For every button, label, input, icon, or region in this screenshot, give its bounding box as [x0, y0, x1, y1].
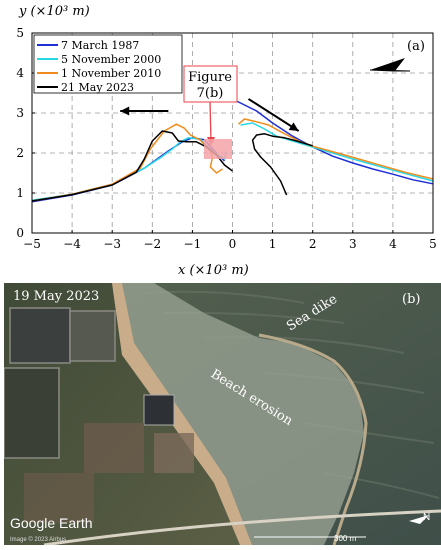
- y-tick-label: 0: [16, 226, 24, 240]
- arrow-group: [120, 98, 300, 132]
- x-tick-label: −2: [143, 237, 161, 251]
- y-tick-label: 2: [16, 146, 24, 160]
- google-earth-watermark: Google Earth: [10, 515, 93, 531]
- building-cluster-2: [84, 423, 144, 473]
- x-tick-label: 5: [429, 237, 437, 251]
- beach-sand-strip: [112, 283, 252, 545]
- shoreline-chart: −5 −4 −3 −2 −1 0 1 2 3 4 5 0 1 2 3 4 5 y (×10³ m) x (×10…: [16, 4, 436, 278]
- photo-date-label: 19 May 2023: [13, 289, 99, 304]
- y-axis-label: y (×10³ m): [18, 4, 90, 19]
- tick-group: −5 −4 −3 −2 −1 0 1 2 3 4 5 0 1 2 3 4 5: [16, 26, 436, 251]
- x-tick-label: −1: [184, 237, 202, 251]
- compass-arrow: [370, 58, 405, 71]
- compass-arrow-white: [369, 69, 411, 72]
- building-cluster-4: [24, 473, 94, 523]
- series-line-1-segment-1: [240, 122, 434, 182]
- scale-bar-label: 300 m: [334, 534, 357, 543]
- sea-dike-structure: [258, 333, 368, 545]
- x-tick-label: −5: [23, 237, 41, 251]
- north-compass: [369, 58, 411, 72]
- shrimp-ponds: [9, 307, 71, 364]
- x-tick-label: 0: [229, 237, 237, 251]
- annotation-box: [183, 65, 238, 103]
- satellite-image: 19 May 2023 (b) Sea dike Beach erosion G…: [4, 283, 441, 545]
- annotation-text-line1: Figure: [188, 70, 232, 85]
- annotation-text-line2: 7(b): [197, 86, 224, 101]
- y-tick-label: 1: [16, 186, 24, 200]
- shrimp-ponds-2: [69, 310, 116, 362]
- building-cluster-1: [143, 394, 175, 426]
- y-tick-label: 3: [16, 106, 24, 120]
- surf-zone: [114, 283, 364, 545]
- x-tick-label: 3: [349, 237, 357, 251]
- panel-label-a: (a): [407, 39, 425, 54]
- shrimp-ponds-3: [4, 367, 60, 459]
- x-tick-label: −3: [103, 237, 121, 251]
- north-label: N: [423, 512, 430, 523]
- legend-label-2010: 1 November 2010: [61, 67, 161, 80]
- x-tick-label: 4: [389, 237, 397, 251]
- legend-box: [33, 34, 183, 94]
- direction-arrow-1: [248, 98, 300, 132]
- coastal-road: [43, 509, 441, 545]
- image-credit: Image © 2023 Airbus: [10, 536, 66, 543]
- series-line-3-segment-1: [251, 133, 313, 196]
- direction-arrow-head-0: [120, 106, 130, 116]
- direction-arrow-head-1: [288, 122, 299, 131]
- y-tick-label: 4: [16, 66, 24, 80]
- panel-label-b: (b): [402, 292, 420, 307]
- y-tick-label: 5: [16, 26, 24, 40]
- satellite-image-panel-b: 19 May 2023 (b) Sea dike Beach erosion G…: [4, 283, 441, 545]
- annotation-highlight-box: [204, 139, 232, 159]
- x-axis-label: x (×10³ m): [178, 263, 249, 278]
- series-line-0-segment-1: [236, 100, 434, 185]
- north-arrow-icon: N: [409, 512, 430, 524]
- series-line-2-segment-0: [31, 123, 223, 202]
- annotation-arrow-line: [209, 101, 212, 143]
- x-tick-label: −4: [63, 237, 81, 251]
- legend: 7 March 1987 5 November 2000 1 November …: [33, 34, 183, 94]
- x-tick-label: 2: [309, 237, 317, 251]
- x-tick-label: 1: [269, 237, 277, 251]
- legend-label-2000: 5 November 2000: [61, 53, 161, 66]
- legend-label-2023: 21 May 2023: [61, 81, 134, 94]
- building-cluster-3: [154, 433, 194, 473]
- chart-panel-a: −5 −4 −3 −2 −1 0 1 2 3 4 5 0 1 2 3 4 5 y (×10³ m) x (×10…: [16, 4, 436, 278]
- legend-label-1987: 7 March 1987: [61, 39, 139, 52]
- figure-annotation: Figure 7(b): [183, 65, 238, 159]
